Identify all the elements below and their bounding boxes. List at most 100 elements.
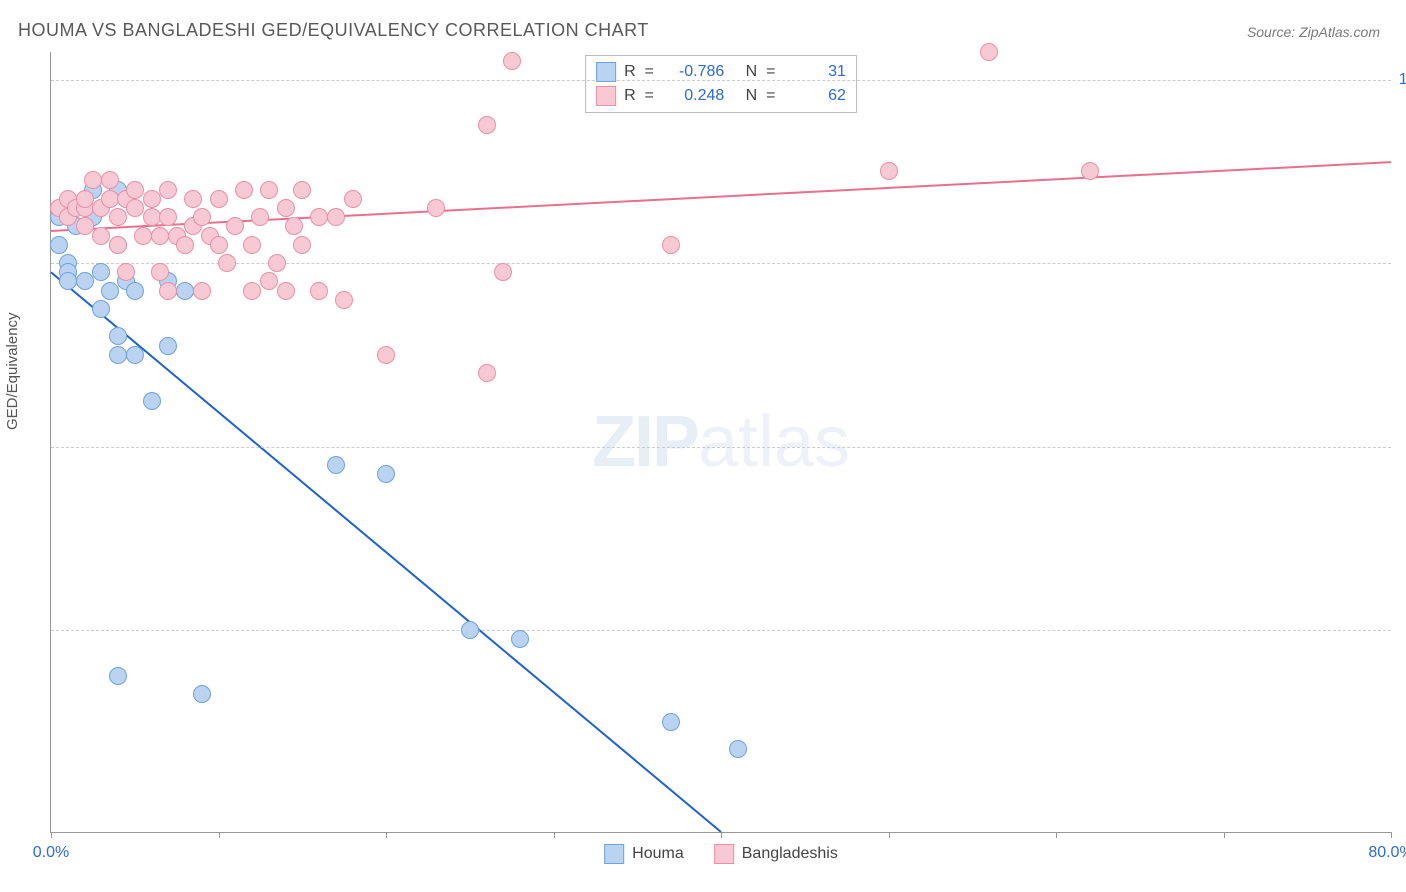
scatter-point [235,181,253,199]
x-tick [1391,832,1392,838]
legend-item: Bangladeshis [714,844,838,864]
scatter-point [427,199,445,217]
scatter-point [327,208,345,226]
scatter-point [285,217,303,235]
stat-n-label: N = [732,87,780,105]
x-tick [1224,832,1225,838]
stat-n-value: 62 [788,87,846,105]
scatter-point [126,199,144,217]
scatter-point [159,282,177,300]
scatter-point [662,713,680,731]
stat-r-label: R = [624,87,658,105]
scatter-point [310,208,328,226]
scatter-point [184,190,202,208]
correlation-stats-box: R = -0.786 N = 31R = 0.248 N = 62 [585,55,857,113]
x-tick [386,832,387,838]
scatter-point [210,190,228,208]
scatter-point [126,282,144,300]
plot-area: ZIPatlas R = -0.786 N = 31R = 0.248 N = … [50,52,1391,833]
scatter-point [143,190,161,208]
scatter-point [1081,162,1099,180]
scatter-point [84,171,102,189]
scatter-point [92,263,110,281]
scatter-point [193,282,211,300]
scatter-point [101,171,119,189]
stat-row: R = 0.248 N = 62 [596,84,846,108]
scatter-point [134,227,152,245]
scatter-point [377,346,395,364]
scatter-point [251,208,269,226]
scatter-point [92,300,110,318]
scatter-point [377,465,395,483]
scatter-point [218,254,236,272]
legend-label: Houma [632,845,684,863]
gridline [51,630,1391,631]
legend-label: Bangladeshis [742,845,838,863]
y-axis-label: GED/Equivalency [4,312,21,430]
scatter-point [210,236,228,254]
scatter-point [126,346,144,364]
scatter-point [109,327,127,345]
x-tick [51,832,52,838]
x-tick-label: 0.0% [33,844,69,862]
scatter-point [176,236,194,254]
scatter-point [344,190,362,208]
gridline [51,80,1391,81]
scatter-point [193,208,211,226]
scatter-point [478,116,496,134]
scatter-point [109,236,127,254]
scatter-point [729,740,747,758]
trend-lines-layer [51,52,1391,832]
scatter-point [101,282,119,300]
scatter-point [92,227,110,245]
stat-r-value: -0.786 [666,63,724,81]
series-swatch-icon [596,86,616,106]
scatter-point [226,217,244,235]
gridline [51,447,1391,448]
scatter-point [76,190,94,208]
x-tick [889,832,890,838]
scatter-point [268,254,286,272]
scatter-point [176,282,194,300]
scatter-point [277,282,295,300]
scatter-point [478,364,496,382]
scatter-point [260,181,278,199]
scatter-point [126,181,144,199]
scatter-point [50,236,68,254]
legend-swatch-icon [604,844,624,864]
scatter-point [503,52,521,70]
y-tick-label: 100.0% [1397,71,1406,89]
scatter-point [980,43,998,61]
source-attribution: Source: ZipAtlas.com [1247,24,1380,40]
scatter-point [494,263,512,281]
scatter-point [109,346,127,364]
scatter-point [243,236,261,254]
scatter-point [511,630,529,648]
gridline [51,263,1391,264]
x-tick [554,832,555,838]
legend: Houma Bangladeshis [604,844,838,864]
x-tick-label: 80.0% [1368,844,1406,862]
scatter-point [117,263,135,281]
scatter-point [143,392,161,410]
legend-item: Houma [604,844,684,864]
scatter-point [159,337,177,355]
x-tick [721,832,722,838]
y-tick-label: 80.0% [1397,254,1406,272]
scatter-point [151,263,169,281]
scatter-point [243,282,261,300]
scatter-point [662,236,680,254]
scatter-point [193,685,211,703]
scatter-point [335,291,353,309]
y-tick-label: 60.0% [1397,438,1406,456]
scatter-point [76,272,94,290]
scatter-point [327,456,345,474]
y-tick-label: 40.0% [1397,621,1406,639]
scatter-point [143,208,161,226]
scatter-point [461,621,479,639]
scatter-point [109,208,127,226]
scatter-point [277,199,295,217]
scatter-point [109,667,127,685]
scatter-point [76,217,94,235]
scatter-point [159,208,177,226]
